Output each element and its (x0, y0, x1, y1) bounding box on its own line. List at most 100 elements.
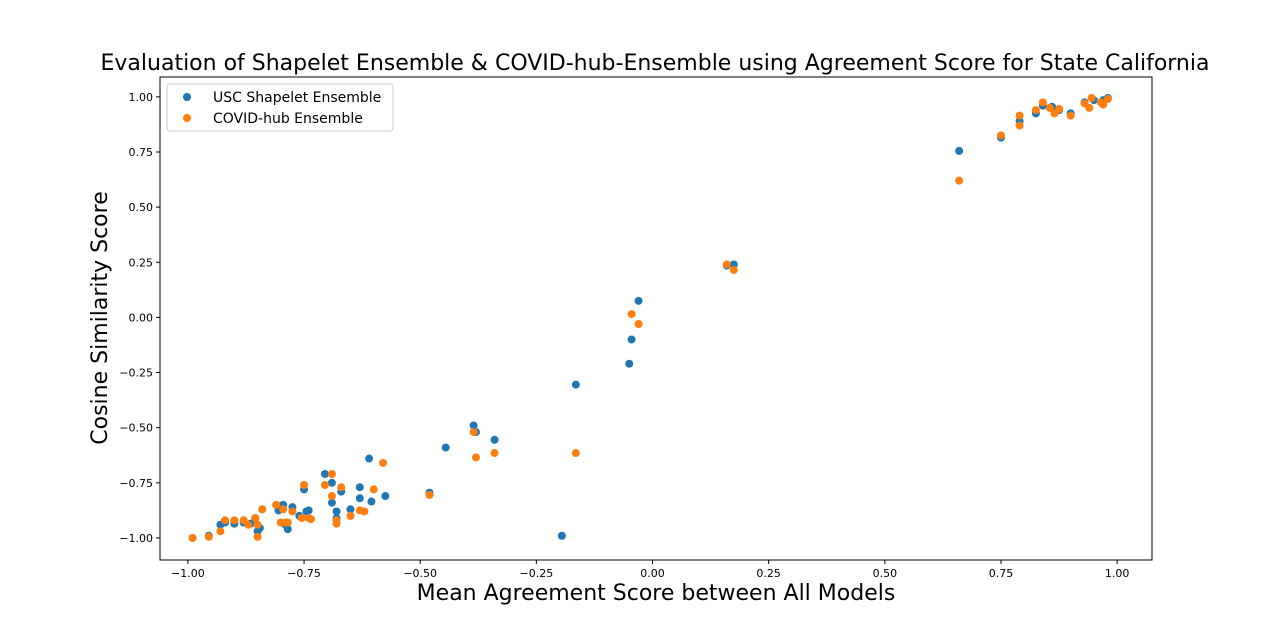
data-point (288, 507, 297, 516)
data-point (360, 507, 369, 516)
data-point (346, 505, 355, 514)
data-point (557, 531, 566, 540)
x-tick-label: 0.50 (873, 567, 898, 580)
y-tick-label: 0.25 (129, 256, 154, 269)
legend-marker (183, 93, 191, 101)
data-point (272, 500, 281, 509)
legend-box (166, 83, 394, 132)
data-point (955, 146, 964, 155)
data-point (490, 435, 499, 444)
x-tick-label: −0.25 (519, 567, 553, 580)
legend-label: COVID-hub Ensemble (213, 111, 363, 127)
data-point (320, 469, 329, 478)
x-tick-label: 0.25 (756, 567, 781, 580)
data-point (1103, 95, 1112, 104)
data-point (332, 507, 341, 516)
y-axis-label: Cosine Similarity Score (88, 191, 113, 445)
y-tick-label: −0.50 (119, 422, 153, 435)
data-point (1087, 93, 1096, 102)
data-point (634, 320, 643, 329)
series-usc-shapelet-ensemble (188, 93, 1112, 542)
data-point (722, 260, 731, 269)
data-point (307, 515, 316, 524)
data-point (490, 449, 499, 458)
data-point (955, 176, 964, 185)
data-point (1015, 121, 1024, 130)
y-tick-label: 1.00 (129, 91, 154, 104)
legend-label: USC Shapelet Ensemble (213, 90, 381, 106)
x-tick-label: 0.00 (640, 567, 665, 580)
data-point (996, 131, 1005, 140)
data-point (300, 481, 309, 490)
data-point (441, 443, 450, 452)
x-tick-label: 0.75 (989, 567, 1014, 580)
data-point (729, 265, 738, 274)
data-point (469, 421, 478, 430)
data-point (627, 335, 636, 344)
data-point (1031, 106, 1040, 115)
data-point (1055, 104, 1064, 113)
data-point (469, 428, 478, 437)
data-point (729, 260, 738, 269)
data-point (367, 497, 376, 506)
data-point (355, 494, 364, 503)
data-point (379, 458, 388, 467)
data-point (244, 520, 253, 529)
data-point (425, 490, 434, 499)
x-tick-label: −1.00 (171, 567, 205, 580)
data-point (627, 310, 636, 319)
y-tick-label: −0.75 (119, 477, 153, 490)
data-point (221, 516, 230, 525)
data-point (369, 485, 378, 494)
series-covid-hub-ensemble (188, 93, 1112, 542)
data-point (297, 514, 306, 523)
data-point (327, 492, 336, 501)
data-point (571, 380, 580, 389)
data-point (1045, 103, 1054, 112)
data-point (381, 492, 390, 501)
data-point (258, 505, 267, 514)
data-point (230, 516, 239, 525)
data-point (304, 506, 313, 515)
x-tick-label: −0.50 (403, 567, 437, 580)
data-point (571, 449, 580, 458)
data-point (253, 532, 262, 541)
data-point (204, 532, 213, 541)
data-point (337, 483, 346, 492)
data-point (188, 533, 197, 542)
data-point (1038, 98, 1047, 107)
plot-frame (159, 76, 1153, 561)
data-point (283, 525, 292, 534)
y-tick-label: 0.75 (129, 146, 154, 159)
data-point (1066, 111, 1075, 120)
data-points (188, 93, 1112, 542)
data-point (332, 519, 341, 528)
data-point (327, 498, 336, 507)
data-point (355, 483, 364, 492)
data-point (634, 296, 643, 305)
data-point (251, 514, 260, 523)
y-tick-label: 0.00 (129, 311, 154, 324)
legend-marker (183, 114, 191, 122)
data-point (320, 481, 329, 490)
y-tick-label: 0.50 (129, 201, 154, 214)
legend: USC Shapelet Ensemble COVID-hub Ensemble (166, 83, 394, 132)
data-point (253, 520, 262, 529)
axis-ticks: −1.00 −0.75 −0.50 −0.25 0.00 0.25 0.50 0.75 1.00… (119, 91, 1129, 580)
x-tick-label: 1.00 (1105, 567, 1130, 580)
x-tick-label: −0.75 (287, 567, 321, 580)
data-point (279, 505, 288, 514)
x-axis-label: Mean Agreement Score between All Models (417, 581, 896, 606)
data-point (327, 478, 336, 487)
data-point (1085, 103, 1094, 112)
data-point (1099, 100, 1108, 109)
y-tick-label: −1.00 (119, 532, 153, 545)
y-tick-label: −0.25 (119, 367, 153, 380)
data-point (283, 518, 292, 527)
chart-title: Evaluation of Shapelet Ensemble & COVID-… (101, 51, 1210, 76)
data-point (365, 454, 374, 463)
data-point (327, 469, 336, 478)
data-point (1015, 111, 1024, 120)
data-point (625, 359, 634, 368)
